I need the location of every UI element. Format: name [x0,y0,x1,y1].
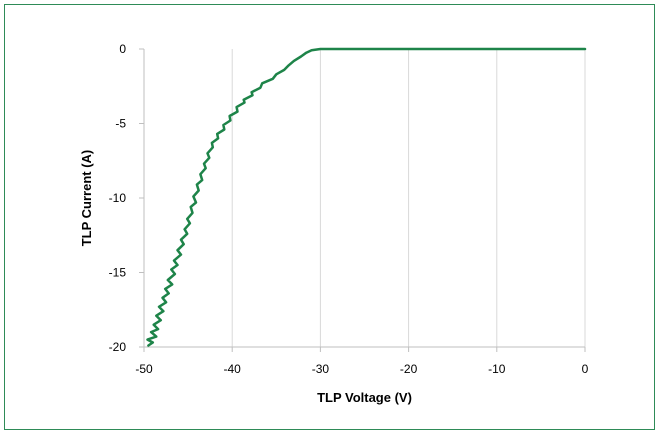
x-tick-label: -20 [400,362,418,376]
axes [139,48,586,352]
x-tick-label: -50 [135,362,153,376]
y-tick-label: -20 [109,340,127,354]
x-tick-label: -40 [224,362,242,376]
x-tick-label: -10 [488,362,506,376]
grid-lines [231,49,586,347]
series-line [146,47,587,347]
iv-curve-chart: -50 -40 -30 -20 -10 0 0 -5 -10 -15 -20 TLP Voltage… [79,42,589,405]
x-axis-title: TLP Voltage (V) [317,390,412,405]
tick-labels: -50 -40 -30 -20 -10 0 0 -5 -10 -15 -20 [109,42,589,376]
chart-frame: -50 -40 -30 -20 -10 0 0 -5 -10 -15 -20 TLP Voltage… [4,4,655,430]
x-tick-label: 0 [582,362,589,376]
y-axis-title: TLP Current (A) [79,150,94,247]
y-tick-label: 0 [119,42,126,56]
y-tick-label: -5 [115,117,126,131]
series-layer [146,47,587,347]
y-tick-label: -15 [109,266,127,280]
y-tick-label: -10 [109,191,127,205]
x-tick-label: -30 [312,362,330,376]
